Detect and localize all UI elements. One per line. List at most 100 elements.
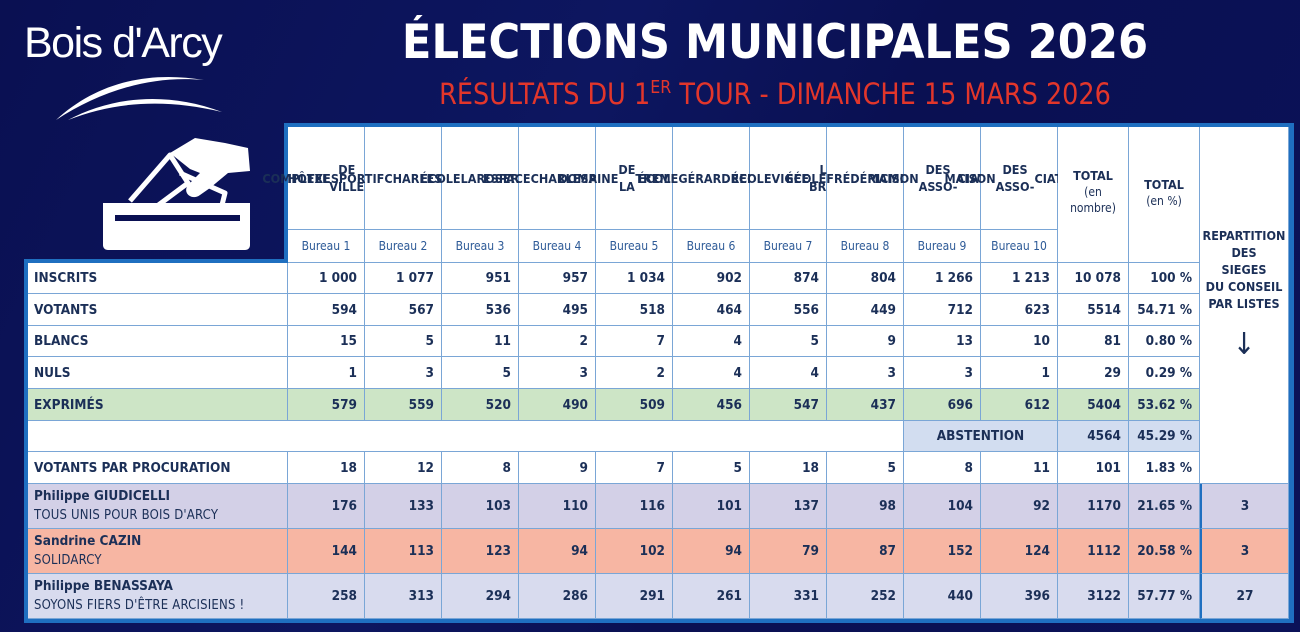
total-procuration: 101 bbox=[1058, 452, 1129, 484]
cell-inscrits: 874 bbox=[750, 263, 827, 294]
cell-procuration: 12 bbox=[365, 452, 442, 484]
cell-blancs: 7 bbox=[596, 326, 673, 357]
bureau-label: Bureau 9 bbox=[904, 230, 981, 263]
bureau-label: Bureau 3 bbox=[442, 230, 519, 263]
cell-blancs: 10 bbox=[981, 326, 1058, 357]
column-header-line: ÉCOLE bbox=[731, 170, 772, 186]
bureau-label: Bureau 8 bbox=[827, 230, 904, 263]
candidate-votes: 291 bbox=[596, 574, 673, 619]
total-inscrits: 10 078 bbox=[1058, 263, 1129, 294]
abstention-label: ABSTENTION bbox=[904, 421, 1058, 452]
cell-votants: 536 bbox=[442, 294, 519, 326]
ballot-box-icon bbox=[103, 138, 250, 250]
cell-procuration: 18 bbox=[288, 452, 365, 484]
cell-inscrits: 951 bbox=[442, 263, 519, 294]
candidate-list-name: SOYONS FIERS D'ÊTRE ARCISIENS ! bbox=[34, 598, 245, 613]
column-header-line: DE VILLE bbox=[329, 162, 365, 194]
bureau-label: Bureau 6 bbox=[673, 230, 750, 263]
candidate-votes: 87 bbox=[827, 529, 904, 574]
cell-blancs: 2 bbox=[519, 326, 596, 357]
bureau-label: Bureau 4 bbox=[519, 230, 596, 263]
cell-nuls: 3 bbox=[519, 357, 596, 389]
page-subtitle: RÉSULTATS DU 1ER TOUR - DIMANCHE 15 MARS… bbox=[439, 77, 1111, 111]
cell-votants: 449 bbox=[827, 294, 904, 326]
candidate-votes: 103 bbox=[442, 484, 519, 529]
table-border-mid bbox=[24, 259, 288, 263]
cell-blancs: 5 bbox=[365, 326, 442, 357]
pct-inscrits: 100 % bbox=[1129, 263, 1200, 294]
column-header: ÉCOLEGÉRARDREILLON bbox=[638, 127, 784, 230]
table-border-right bbox=[1289, 123, 1294, 623]
cell-exprimes: 520 bbox=[442, 389, 519, 421]
pct-blancs: 0.80 % bbox=[1129, 326, 1200, 357]
candidate-name: Philippe GIUDICELLI bbox=[34, 488, 171, 504]
candidate-votes: 94 bbox=[673, 529, 750, 574]
candidate-votes: 113 bbox=[365, 529, 442, 574]
column-header-line: DES ASSO- bbox=[995, 162, 1035, 194]
row-label-procuration: VOTANTS PAR PROCURATION bbox=[28, 452, 288, 484]
row-label-exprimes: EXPRIMÉS bbox=[28, 389, 288, 421]
row-label-votants: VOTANTS bbox=[28, 294, 288, 326]
column-header-line: GÉRARD bbox=[678, 170, 731, 186]
candidate-name: Sandrine CAZIN bbox=[34, 533, 142, 549]
cell-nuls: 3 bbox=[904, 357, 981, 389]
total-votants: 5514 bbox=[1058, 294, 1129, 326]
candidate-votes: 144 bbox=[288, 529, 365, 574]
cell-exprimes: 437 bbox=[827, 389, 904, 421]
bureau-label: Bureau 5 bbox=[596, 230, 673, 263]
candidate-seats: 3 bbox=[1200, 484, 1289, 529]
candidate-label: Sandrine CAZIN SOLIDARCY bbox=[28, 529, 288, 574]
candidate-votes: 102 bbox=[596, 529, 673, 574]
cell-exprimes: 559 bbox=[365, 389, 442, 421]
bois-darcy-logo: Bois d'Arcy bbox=[24, 18, 234, 120]
total-pct-header: TOTAL (en %) bbox=[1129, 127, 1200, 263]
bureau-label: Bureau 1 bbox=[288, 230, 365, 263]
candidate-votes: 92 bbox=[981, 484, 1058, 529]
candidate-votes: 110 bbox=[519, 484, 596, 529]
cell-votants: 518 bbox=[596, 294, 673, 326]
column-header: ÉCOLEVIGÉELE BRUN bbox=[731, 127, 845, 230]
cell-inscrits: 1 077 bbox=[365, 263, 442, 294]
candidate-votes: 440 bbox=[904, 574, 981, 619]
cell-exprimes: 612 bbox=[981, 389, 1058, 421]
candidate-votes: 396 bbox=[981, 574, 1058, 619]
candidate-votes: 137 bbox=[750, 484, 827, 529]
pct-title: TOTAL bbox=[1144, 177, 1184, 192]
cell-procuration: 9 bbox=[519, 452, 596, 484]
candidate-votes: 313 bbox=[365, 574, 442, 619]
arrow-down-icon: ↓ bbox=[1232, 327, 1256, 362]
candidate-total: 3122 bbox=[1058, 574, 1129, 619]
cell-votants: 623 bbox=[981, 294, 1058, 326]
cell-blancs: 11 bbox=[442, 326, 519, 357]
table-border-top bbox=[284, 123, 1292, 127]
candidate-votes: 258 bbox=[288, 574, 365, 619]
candidate-pct: 20.58 % bbox=[1129, 529, 1200, 574]
candidate-votes: 79 bbox=[750, 529, 827, 574]
table-border-left bbox=[24, 259, 28, 623]
cell-inscrits: 957 bbox=[519, 263, 596, 294]
cell-exprimes: 579 bbox=[288, 389, 365, 421]
candidate-list-name: SOLIDARCY bbox=[34, 553, 102, 568]
abstention-spacer bbox=[28, 421, 904, 452]
candidate-label: Philippe GIUDICELLI TOUS UNIS POUR BOIS D… bbox=[28, 484, 288, 529]
cell-procuration: 8 bbox=[442, 452, 519, 484]
abstention-total: 4564 bbox=[1058, 421, 1129, 452]
candidate-list-name: TOUS UNIS POUR BOIS D'ARCY bbox=[34, 508, 219, 523]
candidate-votes: 294 bbox=[442, 574, 519, 619]
column-header-line: COMPLEXE bbox=[262, 170, 331, 186]
seats-header: REPARTITION DES SIEGES DU CONSEIL PAR LISTES… bbox=[1200, 127, 1289, 484]
column-header-line: ÉCOLE bbox=[785, 170, 827, 186]
candidate-votes: 261 bbox=[673, 574, 750, 619]
cell-exprimes: 456 bbox=[673, 389, 750, 421]
seats-header-line: SIEGES bbox=[1221, 262, 1267, 277]
cell-blancs: 9 bbox=[827, 326, 904, 357]
candidate-votes: 98 bbox=[827, 484, 904, 529]
column-header-line: SPORTIF bbox=[330, 170, 385, 186]
total-sub: nombre) bbox=[1070, 201, 1116, 215]
cell-blancs: 4 bbox=[673, 326, 750, 357]
total-nuls: 29 bbox=[1058, 357, 1129, 389]
seats-header-line: PAR LISTES bbox=[1208, 296, 1280, 311]
table-border-left-top bbox=[284, 123, 288, 263]
candidate-votes: 252 bbox=[827, 574, 904, 619]
total-count-header-text: TOTAL (en nombre) bbox=[1070, 167, 1116, 216]
